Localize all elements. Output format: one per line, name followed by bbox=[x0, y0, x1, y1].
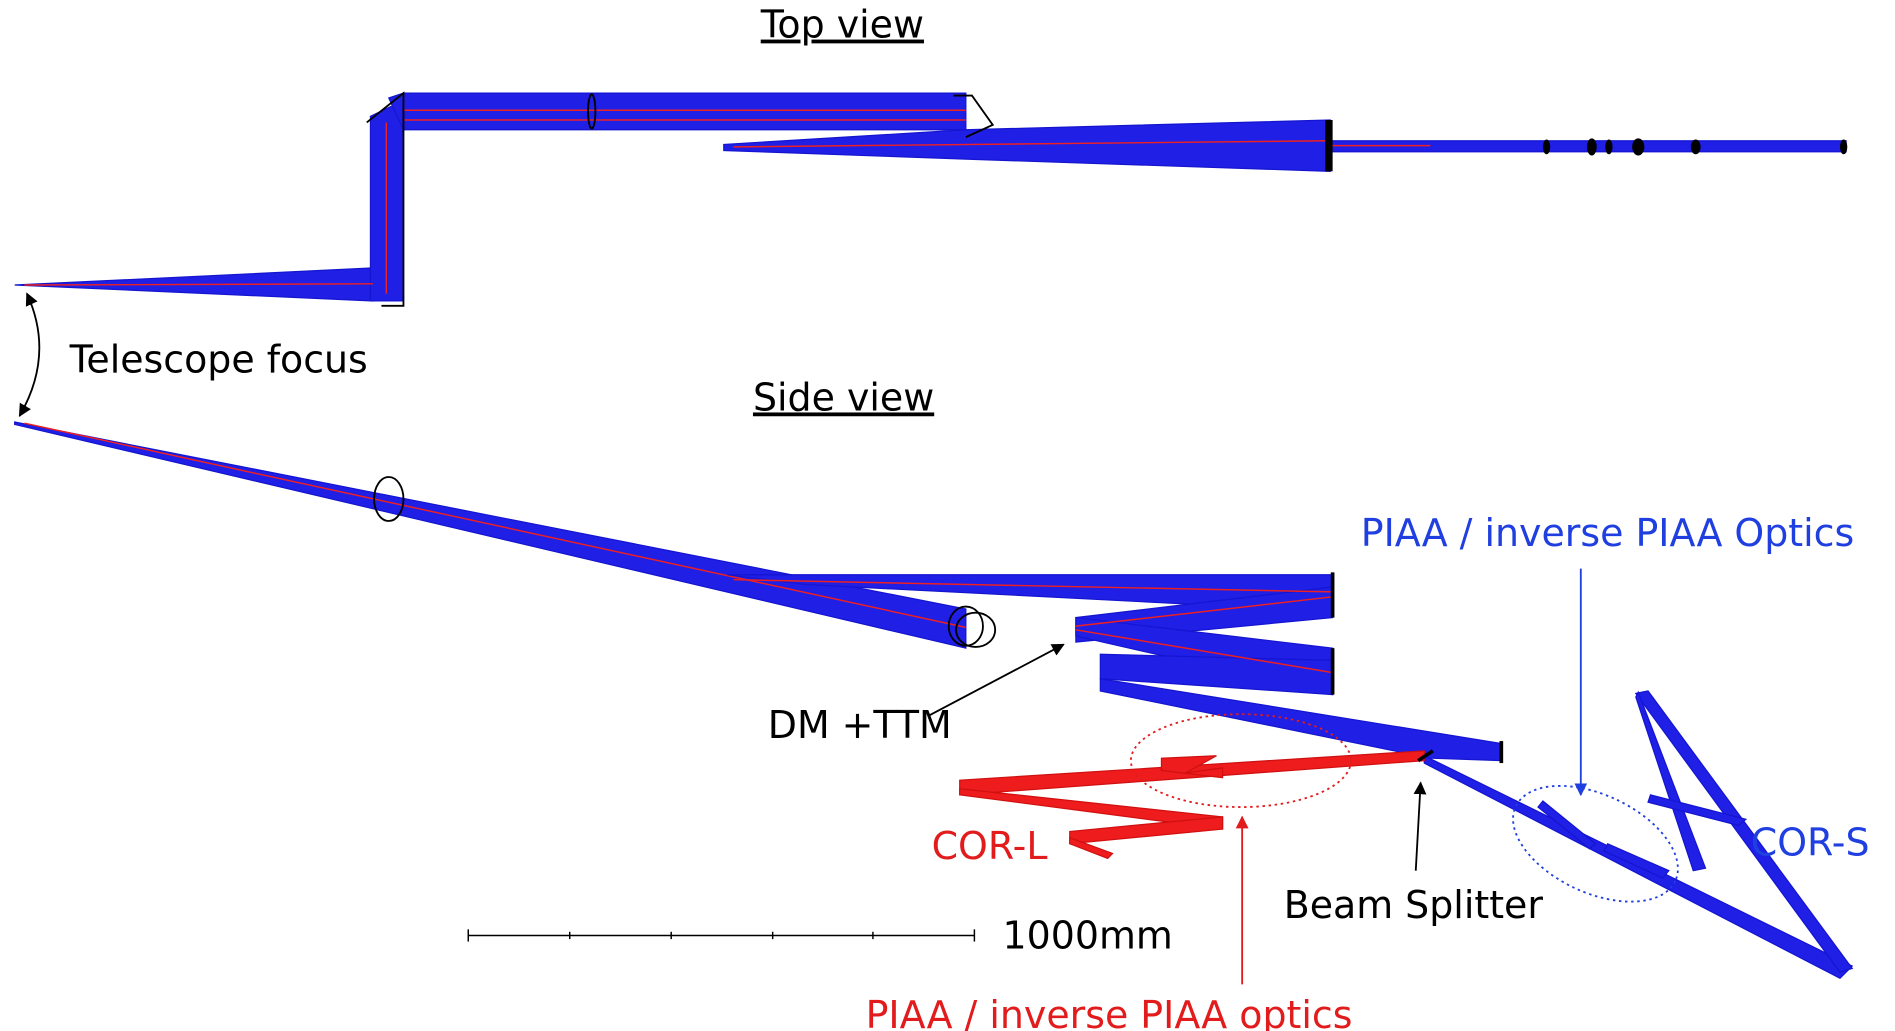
label: PIAA / inverse PIAA Optics bbox=[1361, 511, 1855, 555]
arrow bbox=[20, 294, 40, 416]
top-view-beams bbox=[15, 93, 1848, 306]
label: DM +TTM bbox=[768, 703, 952, 747]
title: Side view bbox=[753, 375, 934, 419]
label: COR-L bbox=[932, 824, 1048, 868]
beam bbox=[1070, 817, 1223, 844]
side-view-beams bbox=[15, 422, 1853, 978]
label: PIAA / inverse PIAA optics bbox=[866, 993, 1353, 1031]
label: Telescope focus bbox=[69, 338, 368, 382]
mirror bbox=[1325, 120, 1332, 171]
shape bbox=[1543, 140, 1550, 155]
arrow bbox=[1416, 783, 1421, 871]
optical-layout: Top view Side view Telescope focus DM +T… bbox=[0, 0, 1895, 1031]
shape bbox=[1632, 138, 1644, 155]
scale-bar bbox=[468, 929, 974, 941]
label: COR-S bbox=[1751, 820, 1870, 864]
page: Top view Side view Telescope focus DM +T… bbox=[0, 0, 1895, 1031]
shape bbox=[1587, 138, 1597, 155]
ray bbox=[24, 423, 965, 627]
beam bbox=[389, 93, 966, 130]
shape bbox=[1605, 140, 1612, 155]
shape bbox=[1691, 140, 1701, 155]
shape bbox=[1840, 140, 1847, 155]
beam bbox=[15, 422, 966, 648]
title: Top view bbox=[760, 3, 924, 47]
label: Beam Splitter bbox=[1284, 883, 1544, 927]
scale-label: 1000mm bbox=[1003, 913, 1173, 957]
